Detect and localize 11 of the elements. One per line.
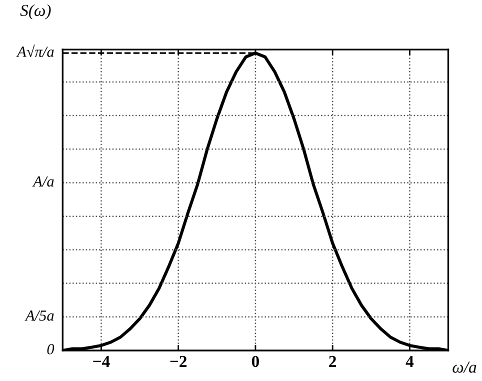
ref-line-label: A/a	[32, 176, 54, 187]
x-tick-label: 4	[406, 356, 414, 367]
x-tick-label: −2	[170, 356, 187, 367]
y-axis-title: S(ω)	[20, 4, 51, 20]
text: 0	[47, 344, 54, 354]
x-tick-label: 2	[329, 356, 336, 367]
x-axis-title: ω/a	[452, 362, 476, 373]
ref-line-label: A/5a	[24, 310, 54, 321]
x-tick-label: 0	[252, 356, 259, 368]
x-tick-label: −4	[93, 356, 110, 367]
ref-line-label: A√π/a	[16, 44, 54, 57]
